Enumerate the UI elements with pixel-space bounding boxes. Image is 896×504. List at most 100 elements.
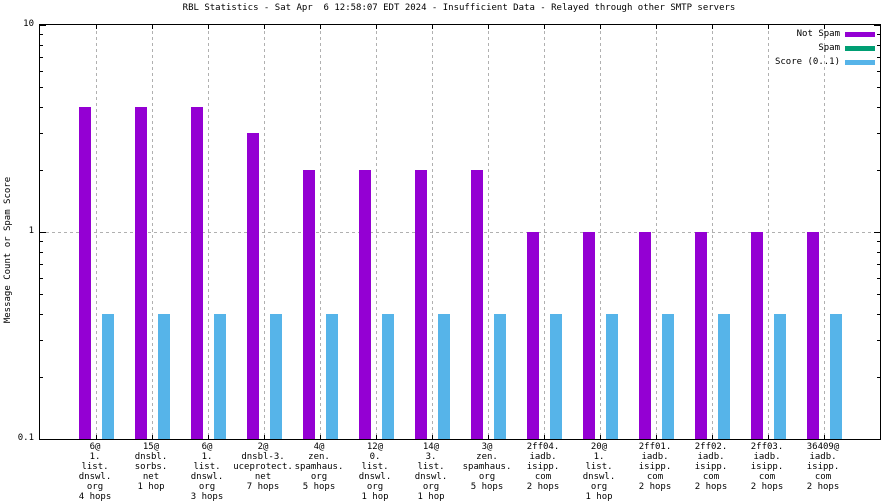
ytick-minor-4-r	[877, 107, 880, 108]
bar-not-spam-10	[639, 232, 651, 439]
xtick-top-13	[824, 25, 825, 29]
xtick-6	[432, 435, 433, 439]
x-label-line: dnsbl-3.	[241, 452, 285, 462]
ytick-minor-0.5	[40, 294, 43, 295]
x-label-line: list.	[361, 462, 389, 472]
x-label-line: 5 hops	[470, 482, 504, 492]
legend-swatch	[845, 31, 875, 37]
ytick-minor-0.4-r	[877, 314, 880, 315]
x-category-label-4: 4@ zen. spamhaus. org 5 hops	[259, 442, 379, 492]
x-label-line: 14@	[422, 442, 440, 452]
ytick-major-1	[40, 232, 46, 233]
x-label-line: zen.	[476, 452, 498, 462]
ytick-minor-0.9	[40, 241, 43, 242]
bar-not-spam-13	[807, 232, 819, 439]
x-label-line: dnswl.	[78, 472, 112, 482]
x-label-line: 2@	[257, 442, 269, 452]
bar-score-0-1--5	[382, 314, 394, 439]
xtick-0	[96, 435, 97, 439]
x-category-label-1: 15@ dnsbl. sorbs. net 1 hop	[91, 442, 211, 492]
x-label-line: com	[534, 472, 552, 482]
x-label-line: com	[814, 472, 832, 482]
bar-not-spam-12	[751, 232, 763, 439]
legend-label: Score (0..1)	[774, 57, 840, 67]
ytick-minor-0.2-r	[877, 377, 880, 378]
x-category-label-7: 3@ zen. spamhaus. org 5 hops	[427, 442, 547, 492]
legend-row-2: Score (0..1)	[775, 55, 875, 69]
ytick-minor-6	[40, 71, 43, 72]
x-label-line: org	[590, 482, 608, 492]
ytick-minor-0.6	[40, 278, 43, 279]
ytick-minor-6-r	[877, 71, 880, 72]
bar-not-spam-0	[79, 107, 91, 439]
x-label-line: dnswl.	[190, 472, 224, 482]
x-label-line: list.	[417, 462, 445, 472]
x-label-line: 12@	[366, 442, 384, 452]
x-label-line: org	[198, 482, 216, 492]
x-label-line: sorbs.	[134, 462, 168, 472]
bar-score-0-1--7	[494, 314, 506, 439]
x-label-line: isipp.	[750, 462, 784, 472]
bar-score-0-1--4	[326, 314, 338, 439]
gridline-y1	[40, 232, 880, 233]
bar-not-spam-1	[135, 107, 147, 439]
bar-score-0-1--3	[270, 314, 282, 439]
x-label-line: 1 hop	[361, 492, 389, 502]
x-label-line: list.	[81, 462, 109, 472]
x-label-line: 6@	[201, 442, 213, 452]
xtick-top-0	[96, 25, 97, 29]
x-label-line: 2 hops	[638, 482, 672, 492]
ytick-minor-5-r	[877, 87, 880, 88]
bar-not-spam-4	[303, 169, 315, 439]
ytick-minor-0.5-r	[877, 294, 880, 295]
bar-not-spam-9	[583, 232, 595, 439]
xtick-top-1	[152, 25, 153, 29]
xtick-8	[544, 435, 545, 439]
x-label-line: org	[86, 482, 104, 492]
bar-not-spam-2	[191, 107, 203, 439]
ytick-minor-8-r	[877, 45, 880, 46]
bar-score-0-1--11	[718, 314, 730, 439]
ytick-minor-0.8-r	[877, 252, 880, 253]
xtick-5	[376, 435, 377, 439]
y-tick-label-10: 10	[23, 19, 34, 29]
x-label-line: iadb.	[809, 452, 837, 462]
y-tick-label-1: 1	[28, 226, 34, 236]
x-label-line: 2ff02.	[694, 442, 728, 452]
bar-score-0-1--12	[774, 314, 786, 439]
x-category-label-8: 2ff04. iadb. isipp. com 2 hops	[483, 442, 603, 492]
bar-score-0-1--6	[438, 314, 450, 439]
x-label-line: 2 hops	[806, 482, 840, 492]
x-label-line: uceprotect.	[233, 462, 293, 472]
x-label-line: isipp.	[526, 462, 560, 472]
ytick-minor-0.2	[40, 377, 43, 378]
xtick-top-2	[208, 25, 209, 29]
xtick-9	[600, 435, 601, 439]
x-label-line: dnswl.	[414, 472, 448, 482]
ytick-minor-2-r	[877, 170, 880, 171]
x-label-line: isipp.	[806, 462, 840, 472]
legend-swatch	[845, 59, 875, 65]
x-category-label-10: 2ff01. iadb. isipp. com 2 hops	[595, 442, 715, 492]
x-label-line: list.	[585, 462, 613, 472]
x-label-line: 3 hops	[190, 492, 224, 502]
x-label-line: 1 hop	[417, 492, 445, 502]
x-label-line: iadb.	[697, 452, 725, 462]
x-label-line: 4 hops	[78, 492, 112, 502]
bar-score-0-1--0	[102, 314, 114, 439]
bar-score-0-1--8	[550, 314, 562, 439]
x-label-line: 2 hops	[750, 482, 784, 492]
x-label-line: 6@	[89, 442, 101, 452]
bar-not-spam-3	[247, 133, 259, 439]
ytick-minor-0.4	[40, 314, 43, 315]
bar-score-0-1--2	[214, 314, 226, 439]
x-label-line: 36409@	[806, 442, 840, 452]
x-label-line: spamhaus.	[462, 462, 512, 472]
y-axis-label: Message Count or Spam Score	[3, 176, 13, 324]
xtick-10	[656, 435, 657, 439]
ytick-minor-3	[40, 133, 43, 134]
ytick-minor-5	[40, 87, 43, 88]
x-label-line: net	[254, 472, 272, 482]
xtick-top-11	[712, 25, 713, 29]
